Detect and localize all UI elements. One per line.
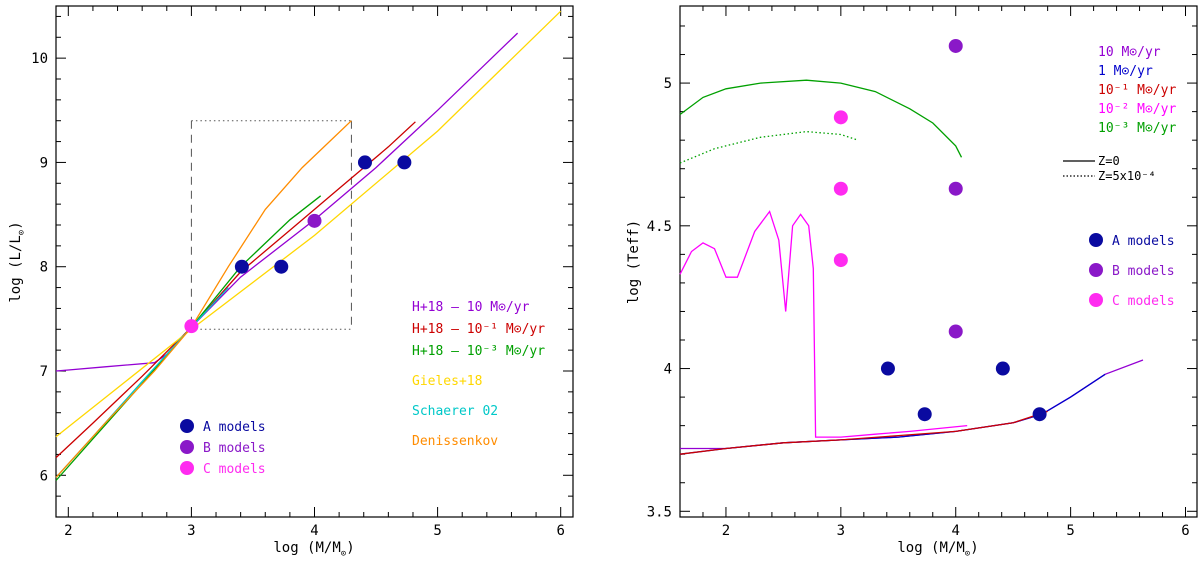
right-model-points [833, 38, 1047, 422]
left-ticks: 2 3 4 5 6 6 7 8 9 10 [31, 6, 573, 539]
x-tick-label: 4 [310, 523, 318, 539]
model-point-a [995, 361, 1010, 376]
model-point-c [833, 181, 848, 196]
legend-rate-10m2: 10⁻² M⊙/yr [1098, 102, 1176, 117]
left-ylabel: log (L/L⊙) [8, 221, 27, 302]
right-legend-b-label: B models [1112, 264, 1175, 279]
left-legend-b-marker [180, 440, 194, 454]
model-point-b [307, 213, 322, 228]
right-ticks: 2 3 4 5 6 3.5 4 4.5 5 [647, 6, 1197, 539]
model-point-c [833, 253, 848, 268]
y-tick-label: 4 [664, 362, 672, 378]
series-line-1 [55, 121, 416, 459]
y-tick-label: 3.5 [647, 504, 672, 520]
legend-z5e4-label: Z=5x10⁻⁴ [1098, 169, 1156, 183]
right-legend-b-marker [1089, 263, 1103, 277]
legend-h18-10m1: H+18 – 10⁻¹ M⊙/yr [412, 322, 545, 337]
x-tick-label: 5 [1066, 523, 1074, 539]
y-tick-label: 4.5 [647, 219, 672, 235]
left-dotted-box [190, 120, 352, 330]
y-tick-label: 9 [40, 155, 48, 171]
series-line-2 [679, 410, 1048, 455]
y-tick-label: 10 [31, 51, 48, 67]
model-point-b [948, 181, 963, 196]
x-tick-label: 6 [1181, 523, 1189, 539]
series-line-5 [679, 130, 859, 164]
x-tick-label: 5 [433, 523, 441, 539]
right-legend-a-marker [1089, 233, 1103, 247]
x-tick-label: 2 [64, 523, 72, 539]
legend-z0-label: Z=0 [1098, 154, 1120, 168]
legend-rate-10: 10 M⊙/yr [1098, 45, 1161, 60]
y-tick-label: 7 [40, 364, 48, 380]
y-tick-label: 6 [40, 468, 48, 484]
left-panel: 2 3 4 5 6 6 7 8 9 10 log (M/M⊙) log (L/L⊙) H+18 –… [8, 5, 574, 559]
left-legend-a-marker [180, 419, 194, 433]
right-ylabel: log (Teff) [626, 220, 642, 304]
right-legend-c-label: C models [1112, 294, 1175, 309]
y-tick-label: 8 [40, 260, 48, 276]
y-tick-label: 5 [664, 76, 672, 92]
x-tick-label: 3 [187, 523, 195, 539]
model-point-c [184, 319, 199, 334]
right-legend-a-label: A models [1112, 234, 1175, 249]
right-series-lines [679, 79, 1144, 455]
legend-rate-10m1: 10⁻¹ M⊙/yr [1098, 83, 1176, 98]
legend-h18-10m3: H+18 – 10⁻³ M⊙/yr [412, 344, 545, 359]
series-line-3 [679, 210, 968, 438]
series-line-3 [55, 10, 562, 438]
series-line-5 [55, 120, 352, 478]
left-legend-c-label: C models [203, 462, 266, 477]
right-plot-frame [679, 5, 1198, 518]
x-tick-label: 6 [556, 523, 564, 539]
model-point-b [948, 38, 963, 53]
model-point-a [274, 259, 289, 274]
series-line-4 [679, 79, 963, 158]
legend-rate-1: 1 M⊙/yr [1098, 64, 1153, 79]
model-point-a [397, 155, 412, 170]
model-point-a [357, 155, 372, 170]
legend-gieles: Gieles+18 [412, 374, 482, 389]
right-xlabel: log (M/M⊙) [897, 540, 978, 559]
model-point-b [948, 324, 963, 339]
left-legend-a-label: A models [203, 420, 266, 435]
x-tick-label: 2 [722, 523, 730, 539]
left-xlabel: log (M/M⊙) [273, 540, 354, 559]
left-legend-c-marker [180, 461, 194, 475]
model-point-a [917, 407, 932, 422]
right-legend-c-marker [1089, 293, 1103, 307]
model-point-c [833, 110, 848, 125]
model-point-a [1032, 407, 1047, 422]
left-legend-b-label: B models [203, 441, 266, 456]
legend-schaerer: Schaerer 02 [412, 404, 498, 419]
x-tick-label: 3 [837, 523, 845, 539]
series-line-0 [55, 32, 519, 372]
legend-h18-10: H+18 – 10 M⊙/yr [412, 300, 530, 315]
model-point-a [234, 259, 249, 274]
right-panel: 2 3 4 5 6 3.5 4 4.5 5 log (M/M⊙) log (Teff) 10 M… [626, 5, 1198, 559]
legend-denissenkov: Denissenkov [412, 434, 498, 449]
x-tick-label: 4 [952, 523, 960, 539]
left-model-points [184, 155, 412, 334]
model-point-a [880, 361, 895, 376]
legend-rate-10m3: 10⁻³ M⊙/yr [1098, 121, 1176, 136]
